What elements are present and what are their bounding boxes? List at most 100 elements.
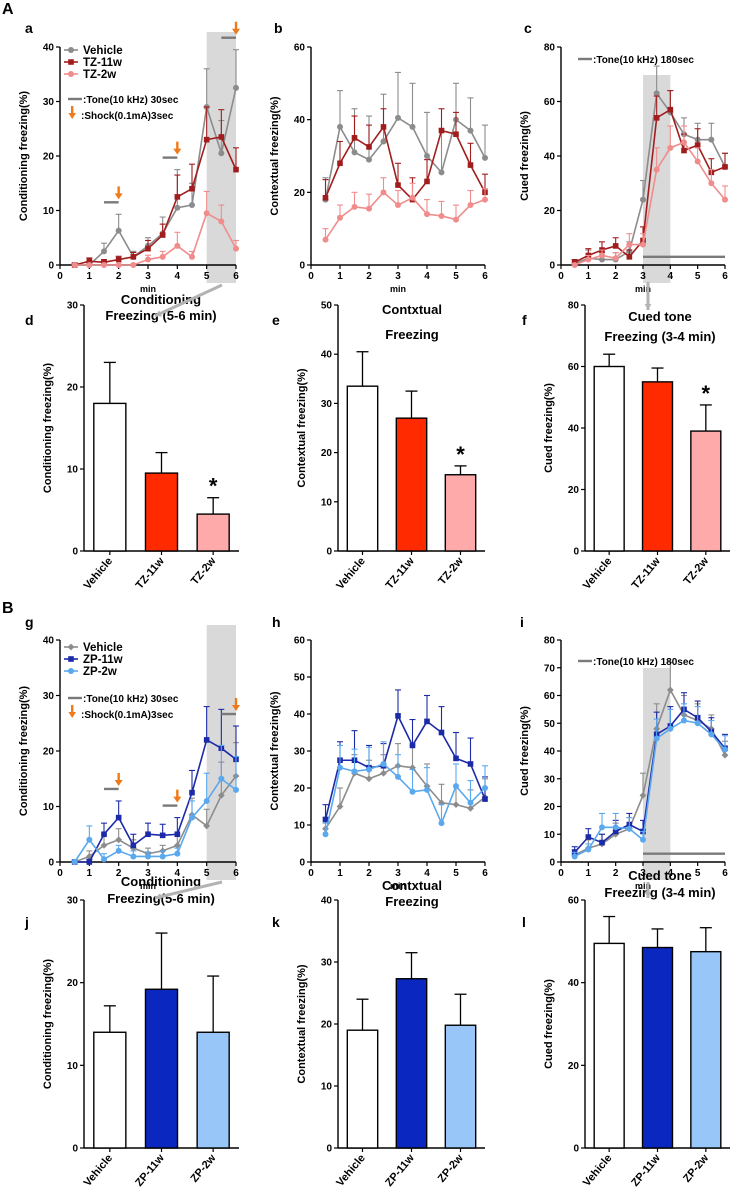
panel-label-d: d (25, 312, 34, 328)
bar-vehicle (593, 365, 625, 552)
chart-a: 0 10 20 30 40 Conditioning freezing(%) 0 1 2 3 4 5 6… (18, 21, 240, 294)
x-tick-label: Vehicle (334, 555, 368, 592)
shock-legend-label: :Shock(0.1mA)3sec (81, 710, 174, 721)
data-point (337, 160, 343, 167)
x-tick-label: 5 (453, 868, 459, 879)
x-tick-label: Vehicle (334, 1152, 368, 1189)
x-tick-label: 2 (613, 271, 619, 282)
data-point (322, 816, 329, 823)
x-tick-label: Vehicle (581, 555, 615, 592)
x-tick-label: 5 (695, 271, 701, 282)
x-axis-label: min (390, 284, 406, 294)
connector-arrow-i-l-head (644, 891, 652, 898)
data-point (337, 214, 343, 221)
y-axis-label: Contextual freezing(%) (296, 964, 308, 1084)
legend-marker (68, 656, 74, 662)
chart-c: 0 20 40 60 80 Cued freezing(%) 0 1 2 3 4 5 6 min (519, 43, 728, 295)
x-tick-label: 4 (175, 271, 181, 282)
x-tick-label: TZ-11w (384, 555, 417, 592)
data-point (467, 799, 474, 806)
bar-zp-11w (144, 988, 179, 1149)
panel-label-a: a (25, 20, 33, 36)
chart-b: 0 20 40 60 Contextual freezing(%) 0 1 2 3 4 5 6 min (269, 43, 488, 295)
x-tick-label: 1 (586, 868, 592, 879)
data-point (115, 262, 122, 268)
data-point (708, 731, 715, 738)
series-line (324, 713, 486, 820)
data-point (115, 847, 122, 854)
y-axis-label: Cued freezing(%) (519, 706, 531, 796)
data-point (203, 210, 210, 217)
y-axis-label: Contextual freezing(%) (269, 691, 281, 811)
y-tick-label: 60 (544, 691, 556, 702)
y-tick-label: 10 (294, 821, 306, 832)
data-point (233, 245, 239, 252)
x-tick-label: ZP-11w (383, 1152, 417, 1189)
data-point (366, 156, 372, 163)
tone-legend-label: :Tone(10 kHz) 30sec (83, 95, 179, 106)
data-point (159, 853, 166, 860)
data-point (233, 786, 239, 793)
data-point (100, 841, 108, 849)
series-tz-2w (71, 190, 239, 268)
data-point (71, 262, 78, 268)
data-point (653, 115, 660, 121)
y-tick-label: 20 (568, 1061, 580, 1072)
legend-label: TZ-11w (83, 57, 122, 69)
data-point (599, 824, 605, 831)
bar-vehicle (346, 1029, 379, 1149)
data-point (653, 166, 660, 173)
y-tick-label: 40 (43, 43, 55, 54)
x-tick-label: TZ-2w (436, 555, 466, 587)
data-point (203, 737, 210, 743)
x-tick-label: 2 (116, 868, 122, 879)
y-tick-label: 60 (294, 43, 306, 54)
data-point (681, 717, 687, 724)
data-point (612, 255, 619, 262)
y-tick-label: 30 (294, 747, 306, 758)
data-point (159, 232, 166, 238)
y-tick-label: 10 (321, 497, 333, 508)
y-tick-label: 30 (544, 774, 556, 785)
data-point (173, 841, 181, 849)
connector-arrow-c-f-head (644, 303, 652, 310)
data-point (218, 218, 225, 225)
y-tick-label: 0 (326, 547, 332, 558)
bar-zp-2w (690, 950, 722, 1149)
y-tick-label: 60 (568, 362, 580, 373)
chart-k: 0 10 20 30 40 Contextual freezing(%) Vehicle ZP… (296, 878, 485, 1189)
bar-vehicle (593, 942, 625, 1149)
x-tick-label: 5 (204, 271, 210, 282)
data-point (101, 262, 107, 268)
data-point (86, 859, 93, 865)
shock-arrow-icon (232, 698, 240, 712)
data-point (571, 853, 578, 860)
y-tick-label: 80 (568, 301, 580, 312)
data-point (218, 134, 225, 140)
data-point (322, 831, 329, 838)
data-point (159, 832, 166, 839)
data-point (667, 725, 674, 732)
data-point (351, 203, 358, 210)
data-point (467, 804, 474, 812)
data-point (380, 189, 387, 196)
data-point (599, 839, 605, 846)
y-tick-label: 20 (568, 485, 580, 496)
data-point (612, 243, 619, 249)
data-point (337, 764, 343, 771)
data-point (217, 792, 225, 799)
y-axis-label: Cued freezing(%) (543, 979, 555, 1069)
x-tick-label: 6 (722, 868, 728, 879)
connector-arrow-g-j (154, 880, 223, 900)
y-tick-label: 60 (544, 97, 556, 108)
y-tick-label: 30 (321, 399, 333, 410)
panel-label-l: l (522, 914, 526, 930)
shock-arrow-icon (173, 789, 182, 803)
data-point (115, 256, 122, 263)
data-point (380, 760, 387, 767)
chart-title: Freezing (3-4 min) (604, 329, 715, 344)
panel-label-j: j (24, 914, 29, 930)
data-point (380, 769, 387, 777)
y-tick-label: 70 (544, 663, 556, 674)
